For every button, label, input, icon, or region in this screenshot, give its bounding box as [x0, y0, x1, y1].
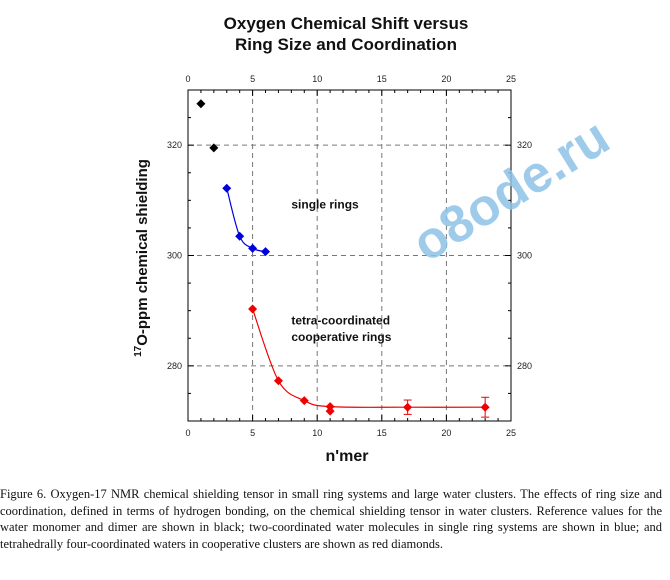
data-point-series-2: [480, 402, 490, 412]
point-layer: [196, 99, 490, 418]
data-point-series-2: [403, 402, 413, 412]
data-point-series-0: [196, 99, 206, 109]
x-axis-label: n'mer: [326, 448, 369, 465]
data-point-series-0: [209, 143, 219, 153]
y-tick-label-left: 320: [167, 140, 182, 150]
x-tick-label-top: 10: [312, 74, 322, 84]
data-point-series-1: [235, 231, 245, 241]
x-tick-label-top: 0: [185, 74, 190, 84]
figure-caption: Figure 6. Oxygen-17 NMR chemical shieldi…: [0, 487, 662, 551]
x-tick-label-bottom: 15: [377, 428, 387, 438]
annotation-label: single rings: [291, 198, 359, 212]
x-tick-label-top: 15: [377, 74, 387, 84]
fit-curve-2: [252, 308, 486, 408]
chart-title-line2: Ring Size and Coordination: [235, 35, 457, 54]
data-point-series-1: [222, 183, 232, 193]
y-tick-label-right: 300: [517, 251, 532, 261]
fit-curve-1: [226, 188, 266, 253]
data-point-series-2: [248, 304, 258, 314]
data-point-series-2: [325, 406, 335, 416]
annotation-label: tetra-coordinated: [291, 313, 390, 327]
chart-figure: Oxygen Chemical Shift versus Ring Size a…: [133, 14, 619, 465]
y-tick-label-right: 280: [517, 361, 532, 371]
chart-title-line1: Oxygen Chemical Shift versus: [224, 14, 469, 33]
x-tick-label-bottom: 20: [441, 428, 451, 438]
x-tick-label-top: 5: [250, 74, 255, 84]
y-axis-label-main: O-ppm chemical shielding: [134, 159, 151, 346]
tick-layer: 0 0 5 5 10 10 15 15 20 20 25 25 280 280 300 300 320 320: [167, 74, 532, 438]
y-tick-label-left: 300: [167, 251, 182, 261]
y-tick-label-right: 320: [517, 140, 532, 150]
annotation-layer: single rings tetra-coordinated cooperative…: [291, 198, 391, 344]
data-point-series-2: [273, 376, 283, 386]
data-point-series-1: [261, 247, 271, 257]
annotation-label: cooperative rings: [291, 330, 391, 344]
fit-layer: [226, 188, 486, 408]
x-tick-label-bottom: 25: [506, 428, 516, 438]
chart-svg: Oxygen Chemical Shift versus Ring Size a…: [133, 14, 619, 465]
data-point-series-2: [299, 396, 309, 406]
x-tick-label-top: 25: [506, 74, 516, 84]
y-axis-label: 17O-ppm chemical shielding: [133, 159, 151, 357]
grid-layer: [188, 90, 511, 421]
x-tick-label-top: 20: [441, 74, 451, 84]
y-tick-label-left: 280: [167, 361, 182, 371]
x-tick-label-bottom: 5: [250, 428, 255, 438]
x-tick-label-bottom: 0: [185, 428, 190, 438]
y-axis-label-superscript: 17: [133, 345, 144, 357]
x-tick-label-bottom: 10: [312, 428, 322, 438]
data-point-series-1: [248, 243, 258, 253]
